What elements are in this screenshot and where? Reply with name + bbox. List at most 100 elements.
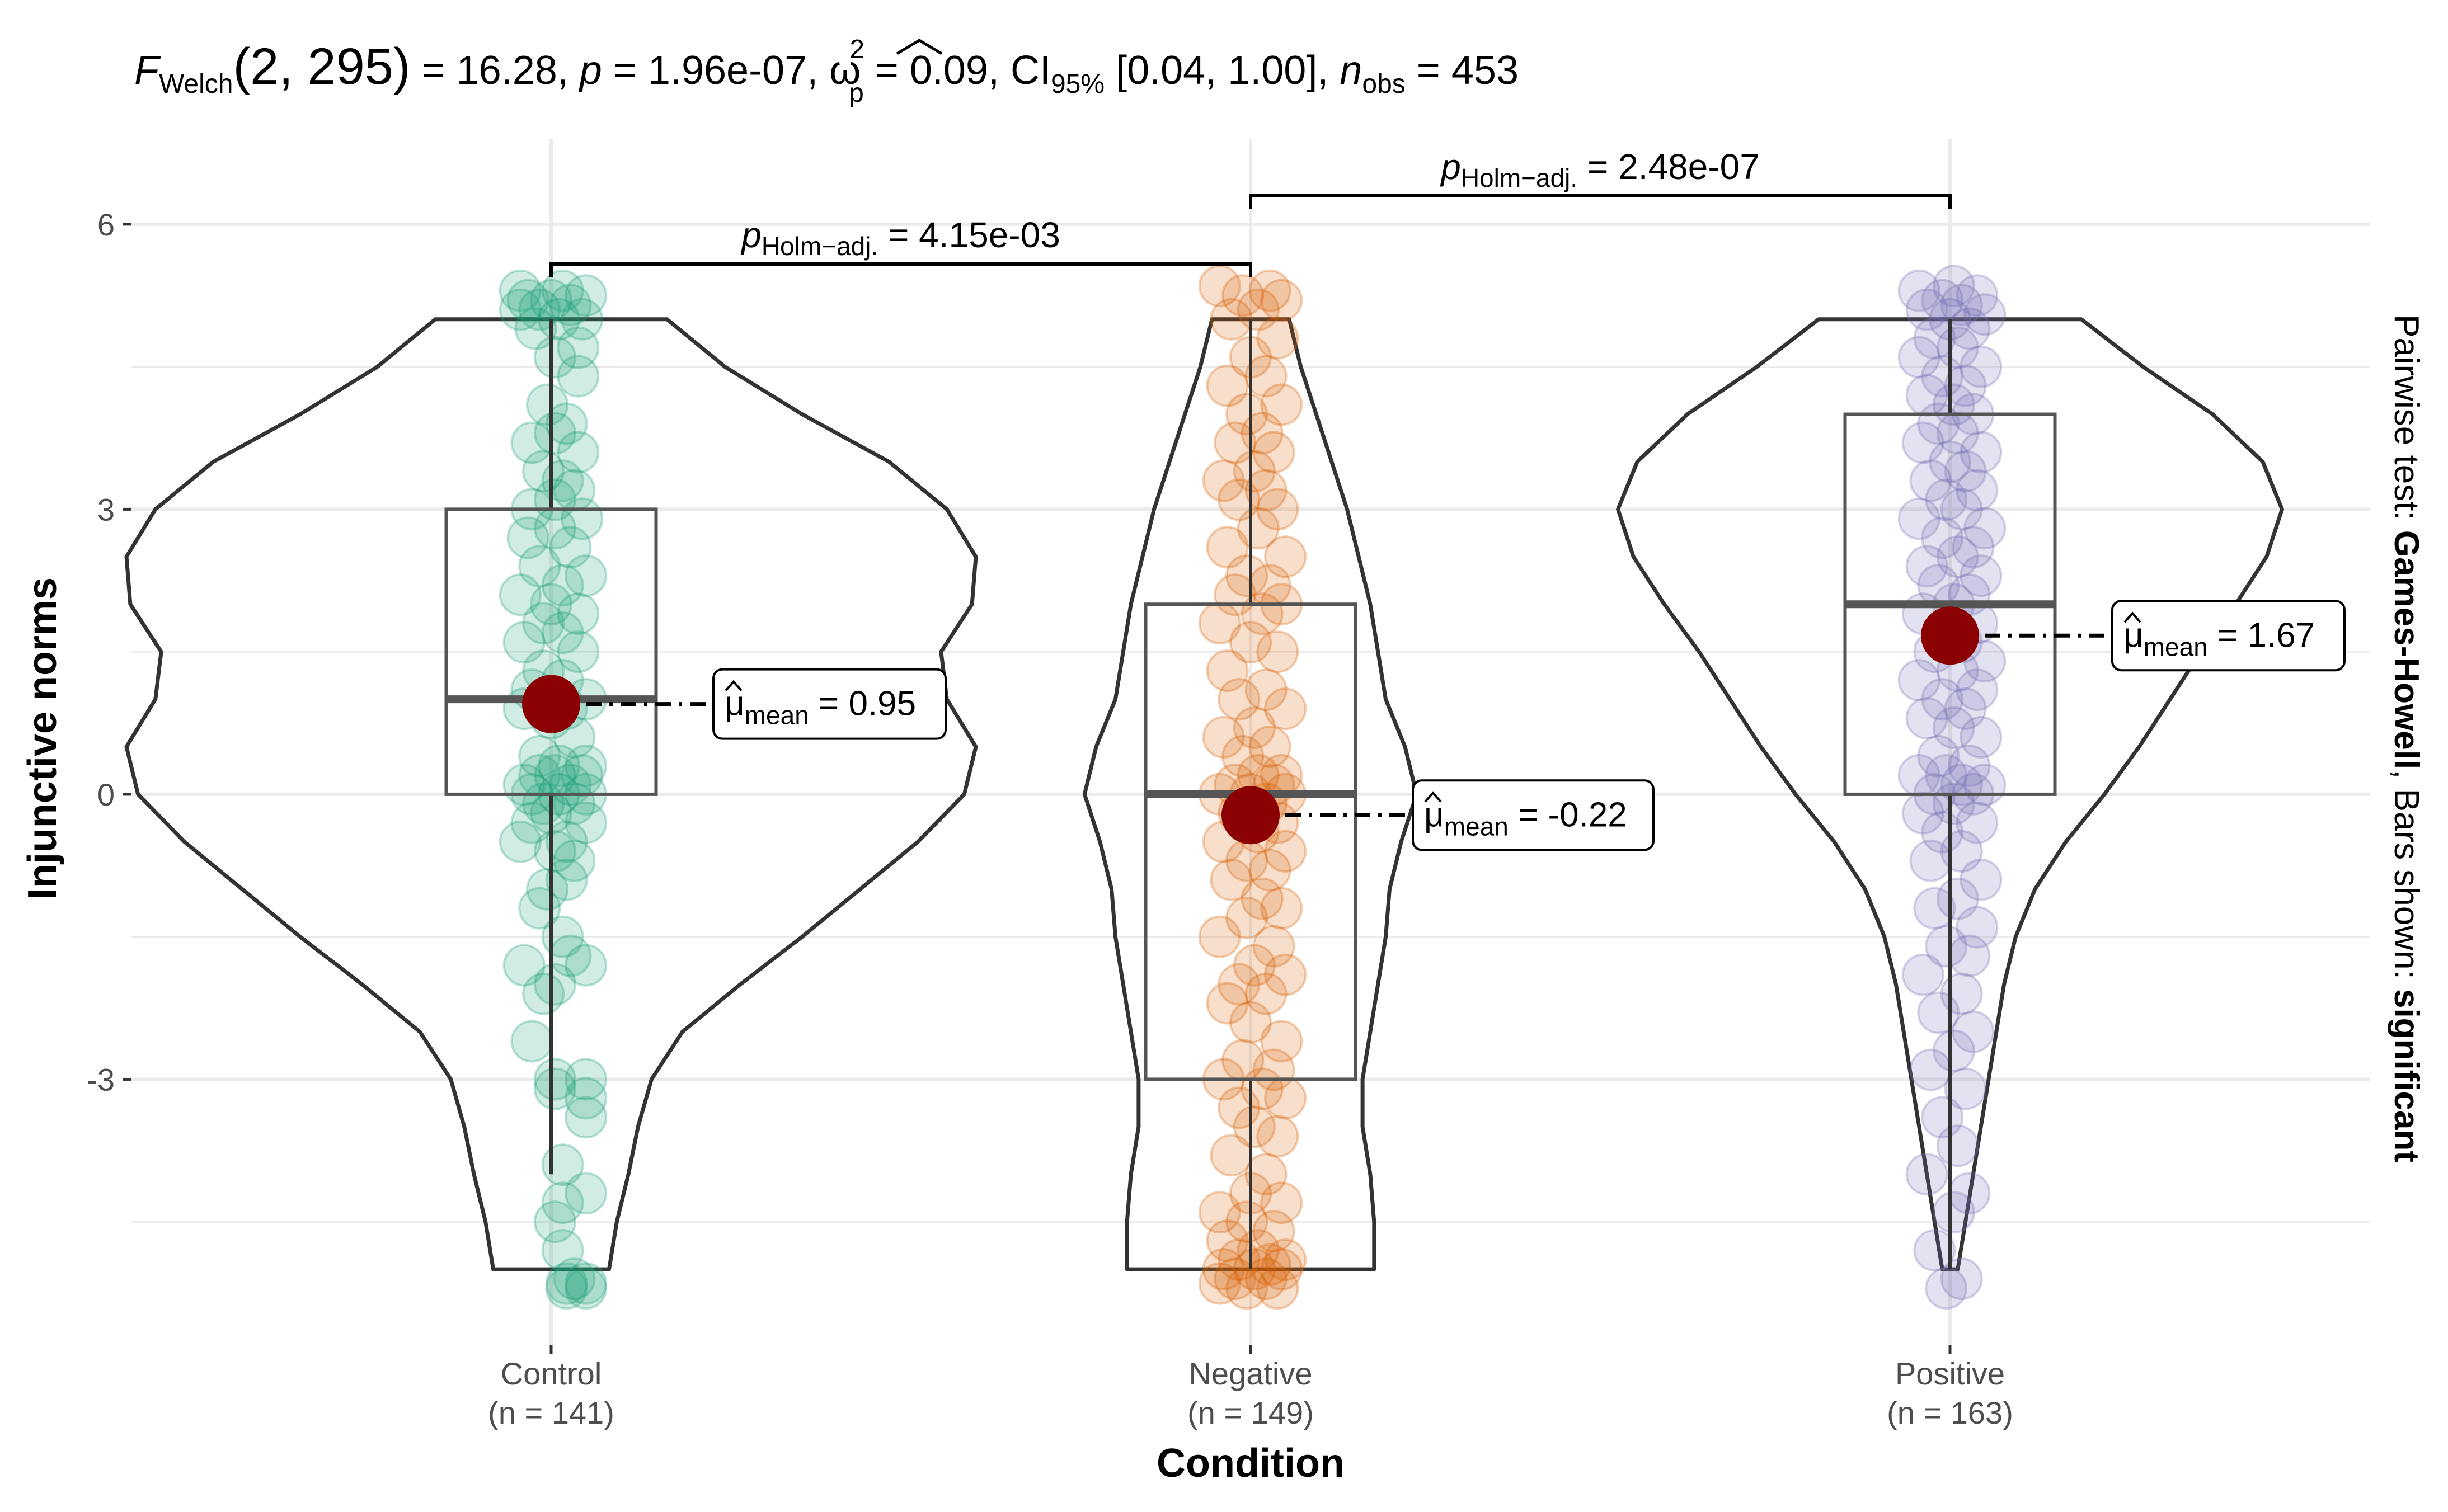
mean-point-control bbox=[522, 675, 580, 733]
data-point-positive bbox=[1897, 497, 1940, 540]
data-point-control bbox=[557, 355, 600, 398]
data-point-control bbox=[522, 972, 565, 1015]
data-point-negative bbox=[1252, 1210, 1295, 1253]
data-point-control bbox=[545, 858, 588, 901]
data-point-negative bbox=[1233, 706, 1276, 750]
data-point-control bbox=[518, 545, 561, 588]
data-point-control bbox=[506, 279, 549, 322]
data-point-negative bbox=[1244, 1153, 1288, 1196]
data-point-control bbox=[537, 298, 580, 341]
data-point-negative bbox=[1260, 1248, 1303, 1291]
data-point-negative bbox=[1233, 450, 1276, 493]
data-point-negative bbox=[1206, 1219, 1249, 1263]
data-point-positive bbox=[1913, 1229, 1956, 1272]
data-point-positive bbox=[1909, 459, 1952, 502]
data-point-control bbox=[565, 744, 608, 787]
data-point-negative bbox=[1221, 274, 1265, 317]
data-point-positive bbox=[1936, 1124, 1979, 1167]
x-tick-n-label: (n = 141) bbox=[488, 1395, 614, 1430]
mean-label: μmean = -0.22 bbox=[1424, 795, 1627, 841]
data-point-positive bbox=[1963, 640, 2007, 683]
data-point-control bbox=[553, 1257, 596, 1301]
data-point-negative bbox=[1206, 526, 1249, 569]
data-point-control bbox=[499, 820, 542, 863]
data-point-negative bbox=[1264, 687, 1307, 731]
data-point-control bbox=[499, 288, 542, 331]
omega-hat-icon bbox=[896, 39, 943, 55]
data-point-positive bbox=[1944, 364, 1987, 407]
data-point-positive bbox=[1952, 1010, 1995, 1053]
data-point-positive bbox=[1905, 288, 1948, 331]
data-point-positive bbox=[1940, 284, 1983, 327]
data-point-control bbox=[526, 383, 569, 426]
mu-hat-icon bbox=[2123, 611, 2141, 623]
data-point-negative bbox=[1221, 734, 1265, 778]
data-point-negative bbox=[1264, 953, 1307, 996]
data-point-negative bbox=[1233, 1248, 1276, 1291]
data-point-control bbox=[541, 269, 584, 312]
data-point-positive bbox=[1956, 668, 1999, 712]
data-point-negative bbox=[1260, 383, 1303, 426]
data-point-negative bbox=[1206, 982, 1249, 1025]
comparison-p-value: pHolm−adj. = 2.48e-07 bbox=[1440, 147, 1760, 192]
data-point-negative bbox=[1244, 355, 1288, 398]
data-point-negative bbox=[1206, 364, 1249, 407]
x-tick-label: Negative bbox=[1188, 1356, 1312, 1391]
data-point-negative bbox=[1206, 649, 1249, 693]
data-point-negative bbox=[1225, 1200, 1268, 1243]
data-point-positive bbox=[1960, 431, 2003, 474]
data-point-negative bbox=[1233, 1105, 1276, 1148]
data-point-negative bbox=[1225, 554, 1268, 597]
data-point-positive bbox=[1948, 1172, 1991, 1215]
data-point-control bbox=[502, 944, 546, 987]
data-point-negative bbox=[1233, 944, 1276, 987]
y-tick-label: 6 bbox=[97, 207, 115, 242]
comparison-brackets: pHolm−adj. = 4.15e-03 pHolm−adj. = 2.48e-… bbox=[549, 147, 1952, 277]
data-point-control bbox=[533, 336, 576, 379]
data-point-negative bbox=[1202, 716, 1245, 759]
data-point-control bbox=[565, 274, 608, 317]
data-point-positive bbox=[1960, 345, 2003, 388]
data-point-negative bbox=[1244, 1257, 1288, 1301]
data-point-negative bbox=[1256, 1115, 1299, 1158]
data-point-positive bbox=[1944, 687, 1987, 731]
data-point-negative bbox=[1221, 1039, 1265, 1082]
data-point-negative bbox=[1248, 849, 1291, 892]
violin-outline-control bbox=[124, 317, 978, 1271]
data-point-negative bbox=[1241, 877, 1284, 920]
data-point-positive bbox=[1901, 421, 1944, 464]
mean-point-positive bbox=[1921, 606, 1979, 665]
data-point-negative bbox=[1198, 1191, 1241, 1234]
data-point-negative bbox=[1252, 431, 1295, 474]
data-point-negative bbox=[1225, 393, 1268, 436]
comparison-p-value: pHolm−adj. = 4.15e-03 bbox=[740, 215, 1060, 261]
boxplots bbox=[444, 319, 2057, 1270]
data-point-control bbox=[533, 1067, 576, 1110]
data-point-positive bbox=[1936, 535, 1979, 578]
data-point-control bbox=[533, 412, 576, 455]
data-point-positive bbox=[1921, 1096, 1964, 1139]
data-point-positive bbox=[1956, 274, 1999, 317]
data-point-positive bbox=[1960, 858, 2003, 901]
chart-subtitle: FWelch(2, 295) = 16.28, p = 1.96e-07, ω2… bbox=[134, 35, 1519, 108]
data-point-control bbox=[557, 431, 600, 474]
data-point-control bbox=[565, 944, 608, 987]
data-point-positive bbox=[1897, 659, 1940, 702]
data-point-positive bbox=[1925, 478, 1968, 521]
data-point-control bbox=[522, 602, 565, 645]
data-point-control bbox=[541, 1143, 584, 1186]
data-point-positive bbox=[1905, 1153, 1948, 1196]
significance-bracket bbox=[549, 262, 1252, 277]
data-point-negative bbox=[1237, 1229, 1280, 1272]
data-point-negative bbox=[1244, 972, 1288, 1015]
data-point-control bbox=[545, 1262, 588, 1305]
y-tick-label: -3 bbox=[87, 1062, 115, 1097]
data-point-negative bbox=[1256, 630, 1299, 673]
data-point-positive bbox=[1921, 678, 1964, 721]
x-tick-n-label: (n = 163) bbox=[1887, 1395, 2013, 1430]
data-point-control bbox=[545, 402, 588, 445]
x-tick-n-label: (n = 149) bbox=[1187, 1395, 1314, 1430]
data-point-negative bbox=[1237, 507, 1280, 550]
